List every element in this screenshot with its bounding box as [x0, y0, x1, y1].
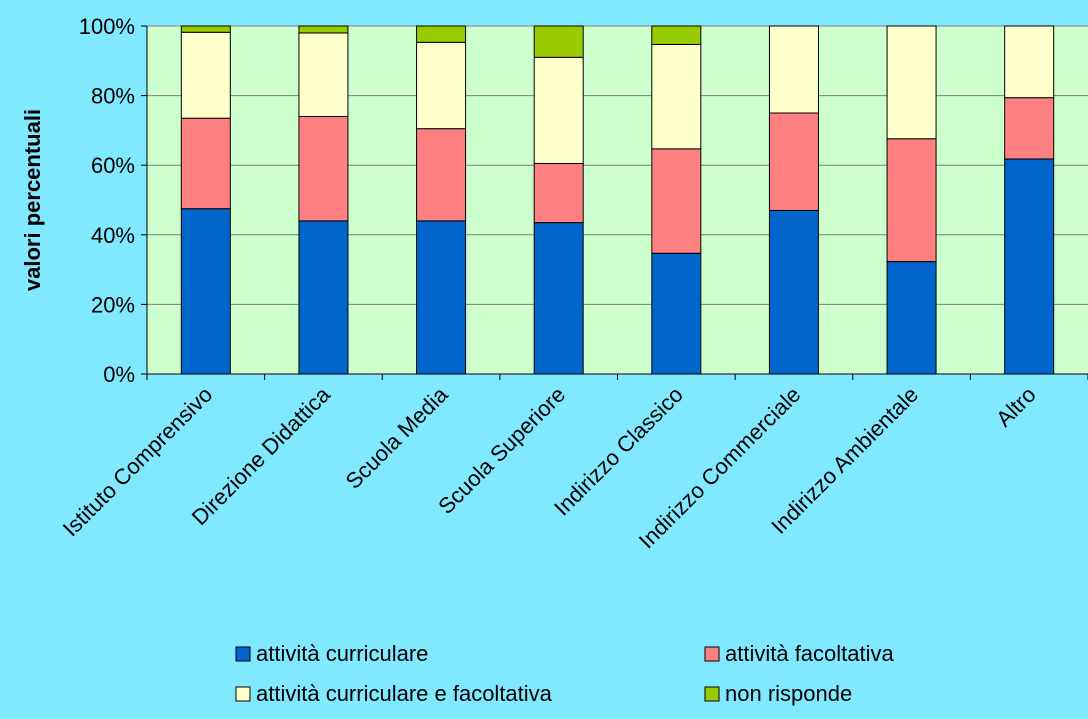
plot-area — [147, 26, 1088, 374]
legend: attività curriculare attività facoltativa… — [235, 641, 895, 706]
legend-swatch — [235, 686, 251, 702]
bar-segment — [886, 261, 937, 375]
bar-segment — [651, 25, 702, 45]
bar-segment — [416, 25, 467, 43]
y-tick-label: 0% — [103, 362, 135, 387]
bar-segment — [768, 25, 819, 114]
legend-swatch — [704, 646, 720, 662]
bar-segment — [886, 25, 937, 140]
legend-label: attività curriculare — [256, 641, 428, 666]
bar-segment — [651, 43, 702, 150]
y-tick-label: 100% — [79, 14, 135, 39]
bar-segment — [416, 128, 467, 222]
bar-segment — [886, 138, 937, 263]
bar-segment — [298, 32, 349, 117]
y-tick-label: 60% — [91, 153, 135, 178]
legend-label: attività facoltativa — [725, 641, 895, 666]
bar-segment — [298, 220, 349, 375]
bar-segment — [768, 209, 819, 375]
bar-segment — [533, 56, 584, 164]
bar-segment — [533, 25, 584, 58]
bar-segment — [298, 115, 349, 222]
legend-label: non risponde — [725, 681, 852, 706]
bar-segment — [533, 162, 584, 224]
legend-swatch — [235, 646, 251, 662]
legend-label: attività curriculare e facoltativa — [256, 681, 553, 706]
bar-segment — [416, 41, 467, 130]
y-tick-label: 80% — [91, 84, 135, 109]
y-axis-label: valori percentuali — [20, 109, 45, 291]
bar-segment — [533, 222, 584, 375]
bar-segment — [180, 25, 231, 33]
x-tick-label: Indirizzo Classico — [549, 382, 688, 521]
y-tick-label: 40% — [91, 223, 135, 248]
legend-swatch — [704, 686, 720, 702]
bar-segment — [651, 148, 702, 254]
axes — [141, 25, 1088, 380]
bar-segment — [768, 112, 819, 211]
y-tick-label: 20% — [91, 292, 135, 317]
bar-segment — [180, 208, 231, 375]
x-tick-label: Altro — [991, 382, 1041, 432]
bar-segment — [1004, 97, 1055, 160]
bar-segment — [298, 25, 349, 34]
bar-segment — [1004, 158, 1055, 375]
x-tick-label: Scuola Media — [341, 381, 453, 493]
bar-segment — [180, 31, 231, 119]
bar-segment — [1004, 25, 1055, 99]
bar-segment — [651, 252, 702, 375]
y-tick-labels: 0% 20% 40% 60% 80% 100% — [79, 14, 135, 387]
bars — [180, 25, 1055, 375]
bar-segment — [416, 220, 467, 375]
bar-segment — [180, 117, 231, 210]
x-tick-label: Scuola Superiore — [433, 382, 570, 519]
